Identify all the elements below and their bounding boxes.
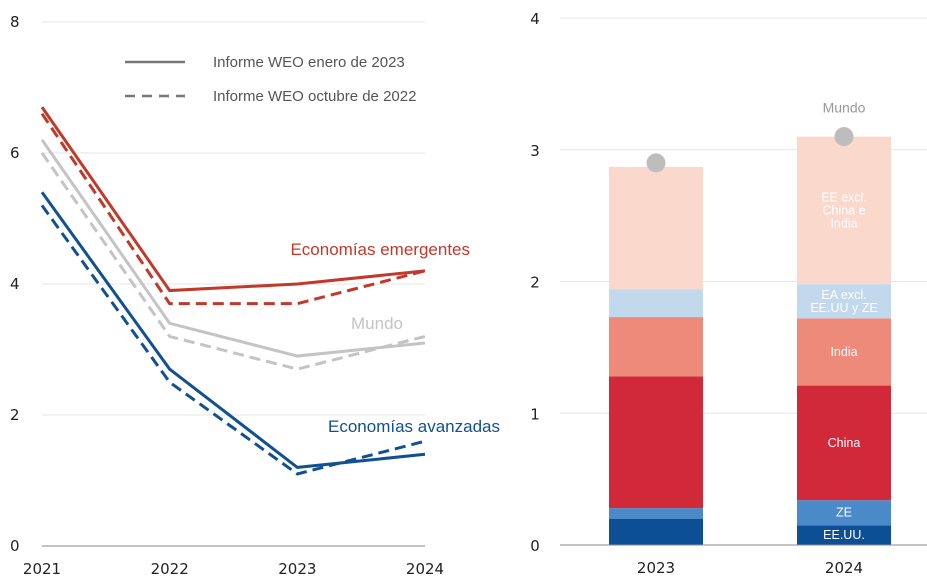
bar-2024-ee-excl-china-e-india bbox=[797, 136, 891, 285]
segment-label-ee-excl-china-e-india: EE excl. bbox=[821, 190, 867, 204]
bar-2023-ee-excl-china-e-india bbox=[609, 166, 703, 290]
line-economias-avanzadas-jan-2023 bbox=[40, 191, 426, 469]
bar-2023-india bbox=[609, 317, 703, 377]
y-tick-label: 1 bbox=[530, 405, 540, 423]
legend-label-dashed: Informe WEO octubre de 2022 bbox=[213, 88, 416, 105]
y-tick-label: 4 bbox=[530, 10, 540, 28]
bar-2024-ee-uu bbox=[797, 525, 891, 545]
y-tick-label: 2 bbox=[530, 274, 540, 292]
bar-2023-ee-uu bbox=[609, 518, 703, 545]
y-tick-label: 8 bbox=[10, 13, 20, 31]
y-tick-label: 4 bbox=[10, 275, 20, 293]
world-total-label: Mundo bbox=[823, 100, 866, 116]
line-mundo-jan-2023 bbox=[40, 139, 426, 358]
bar-2023-ze bbox=[609, 508, 703, 519]
series-label-economias-avanzadas: Economías avanzadas bbox=[328, 417, 500, 436]
x-tick-label: 2023 bbox=[278, 560, 316, 577]
line-economias-emergentes-oct-2022 bbox=[40, 112, 426, 306]
line-mundo-oct-2022 bbox=[40, 152, 426, 371]
bar-2024-china bbox=[797, 385, 891, 501]
segment-label-ee-excl-china-e-india: India bbox=[830, 216, 857, 230]
x-tick-label: 2021 bbox=[23, 560, 61, 577]
series-label-economias-emergentes: Economías emergentes bbox=[290, 240, 470, 259]
series-label-mundo: Mundo bbox=[351, 314, 403, 333]
y-tick-label: 3 bbox=[530, 142, 540, 160]
line-economias-emergentes-jan-2023 bbox=[40, 106, 426, 293]
bar-2023-ea-excl-ee-uu-y-ze bbox=[609, 289, 703, 318]
x-tick-label: 2024 bbox=[825, 559, 863, 577]
segment-label-ee-uu: EE.UU. bbox=[823, 528, 865, 542]
x-tick-label: 2024 bbox=[406, 560, 444, 577]
bar-2023-china bbox=[609, 376, 703, 509]
y-tick-label: 2 bbox=[10, 406, 20, 424]
y-tick-label: 6 bbox=[10, 144, 20, 162]
segment-label-ea-excl-ee-uu-y-ze: EA excl. bbox=[821, 288, 866, 302]
segment-label-china: China bbox=[828, 436, 861, 450]
y-tick-label: 0 bbox=[530, 537, 540, 555]
segment-label-ea-excl-ee-uu-y-ze: EE.UU y ZE bbox=[810, 301, 877, 315]
bar-2024-ze bbox=[797, 500, 891, 526]
world-total-marker-2024 bbox=[834, 127, 854, 147]
x-tick-label: 2022 bbox=[151, 560, 189, 577]
x-tick-label: 2023 bbox=[637, 559, 675, 577]
legend-label-solid: Informe WEO enero de 2023 bbox=[213, 54, 405, 71]
world-total-marker-2023 bbox=[646, 153, 666, 173]
segment-label-ze: ZE bbox=[836, 506, 852, 520]
line-chart-growth-by-economy: 0 2 4 6 8 2021 2022 2023 2024 Informe WEO enero d… bbox=[10, 13, 500, 577]
segment-label-india: India bbox=[830, 345, 857, 359]
y-tick-label: 0 bbox=[10, 537, 20, 555]
line-economias-avanzadas-oct-2022 bbox=[40, 204, 426, 476]
bar-2024-india bbox=[797, 318, 891, 386]
segment-label-ee-excl-china-e-india: China e bbox=[822, 203, 865, 217]
bar-2024-ea-excl-ee-uu-y-ze bbox=[797, 284, 891, 319]
